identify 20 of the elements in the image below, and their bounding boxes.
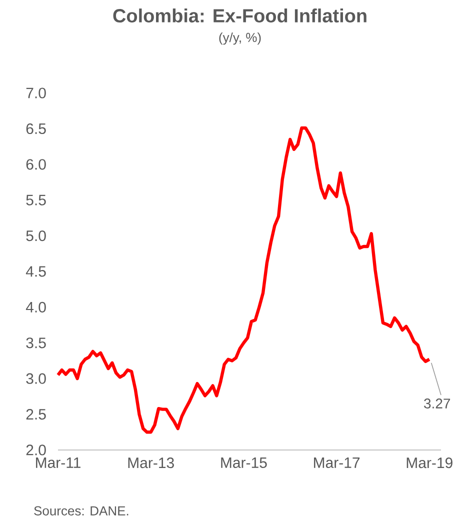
y-tick-label: 3.5 [26, 338, 46, 348]
x-tick-label: Mar-19 [406, 458, 452, 468]
source-note: Sources: DANE. [34, 506, 128, 516]
chart-subtitle: (y/y, %) [219, 32, 261, 45]
y-tick-label: 2.0 [26, 444, 46, 456]
y-tick-label: 5.5 [26, 194, 46, 206]
x-tick-label: Mar-13 [128, 458, 174, 468]
y-tick-label: 4.0 [26, 302, 46, 313]
y-tick-label: 5.0 [26, 230, 46, 242]
y-tick-label: 2.5 [26, 408, 46, 420]
x-tick-label: Mar-15 [221, 458, 267, 468]
x-tick-label: Mar-11 [36, 458, 80, 468]
y-tick-label: 6.0 [26, 159, 46, 170]
y-tick-label: 7.0 [26, 88, 46, 98]
y-tick-label: 4.5 [26, 266, 46, 277]
y-tick-label: 3.0 [26, 373, 46, 384]
annotation: 3.27 [424, 398, 450, 408]
chart-title: Colombia: Ex-Food Inflation [113, 8, 366, 22]
y-tick-label: 6.5 [26, 123, 46, 134]
x-tick-label: Mar-17 [314, 458, 360, 468]
